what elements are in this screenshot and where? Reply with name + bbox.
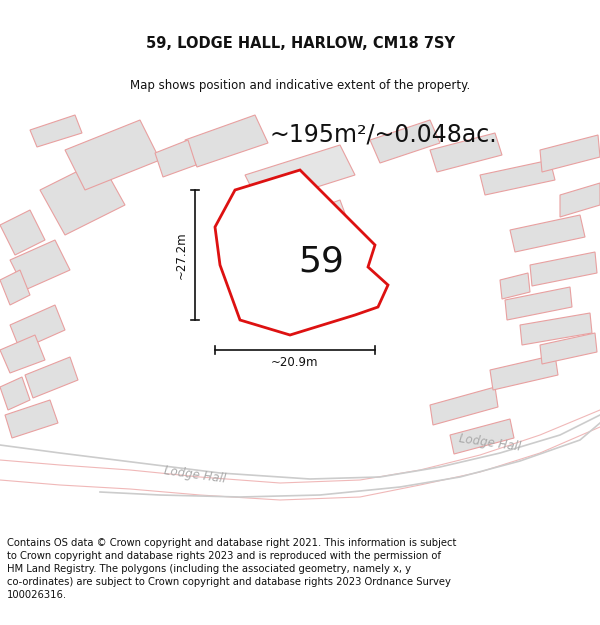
Text: Contains OS data © Crown copyright and database right 2021. This information is : Contains OS data © Crown copyright and d…	[7, 538, 457, 601]
Polygon shape	[530, 252, 597, 286]
Polygon shape	[0, 270, 30, 305]
Polygon shape	[430, 133, 502, 172]
Polygon shape	[30, 115, 82, 147]
Polygon shape	[480, 160, 555, 195]
Text: Lodge Hall: Lodge Hall	[458, 432, 522, 454]
Polygon shape	[540, 333, 597, 364]
Polygon shape	[185, 115, 268, 167]
Polygon shape	[500, 273, 530, 299]
Text: Map shows position and indicative extent of the property.: Map shows position and indicative extent…	[130, 79, 470, 91]
Polygon shape	[0, 377, 30, 410]
Polygon shape	[520, 313, 592, 345]
Text: ~20.9m: ~20.9m	[271, 356, 319, 369]
Polygon shape	[25, 357, 78, 398]
Polygon shape	[5, 400, 58, 438]
Text: 59, LODGE HALL, HARLOW, CM18 7SY: 59, LODGE HALL, HARLOW, CM18 7SY	[146, 36, 455, 51]
Polygon shape	[215, 170, 388, 335]
Text: 59: 59	[298, 244, 344, 278]
Polygon shape	[270, 200, 350, 253]
Polygon shape	[490, 355, 558, 390]
Polygon shape	[10, 240, 70, 290]
Text: ~27.2m: ~27.2m	[175, 231, 187, 279]
Polygon shape	[65, 120, 160, 190]
Polygon shape	[450, 419, 514, 454]
Polygon shape	[560, 183, 600, 217]
Polygon shape	[10, 305, 65, 350]
Text: ~195m²/~0.048ac.: ~195m²/~0.048ac.	[270, 123, 497, 147]
Polygon shape	[430, 387, 498, 425]
Polygon shape	[155, 140, 196, 177]
Polygon shape	[505, 287, 572, 320]
Text: Lodge Hall: Lodge Hall	[163, 464, 227, 486]
Polygon shape	[245, 145, 355, 205]
Polygon shape	[510, 215, 585, 252]
Polygon shape	[40, 160, 125, 235]
Polygon shape	[0, 210, 45, 255]
Polygon shape	[540, 135, 600, 172]
Polygon shape	[0, 335, 45, 373]
Polygon shape	[370, 120, 440, 163]
